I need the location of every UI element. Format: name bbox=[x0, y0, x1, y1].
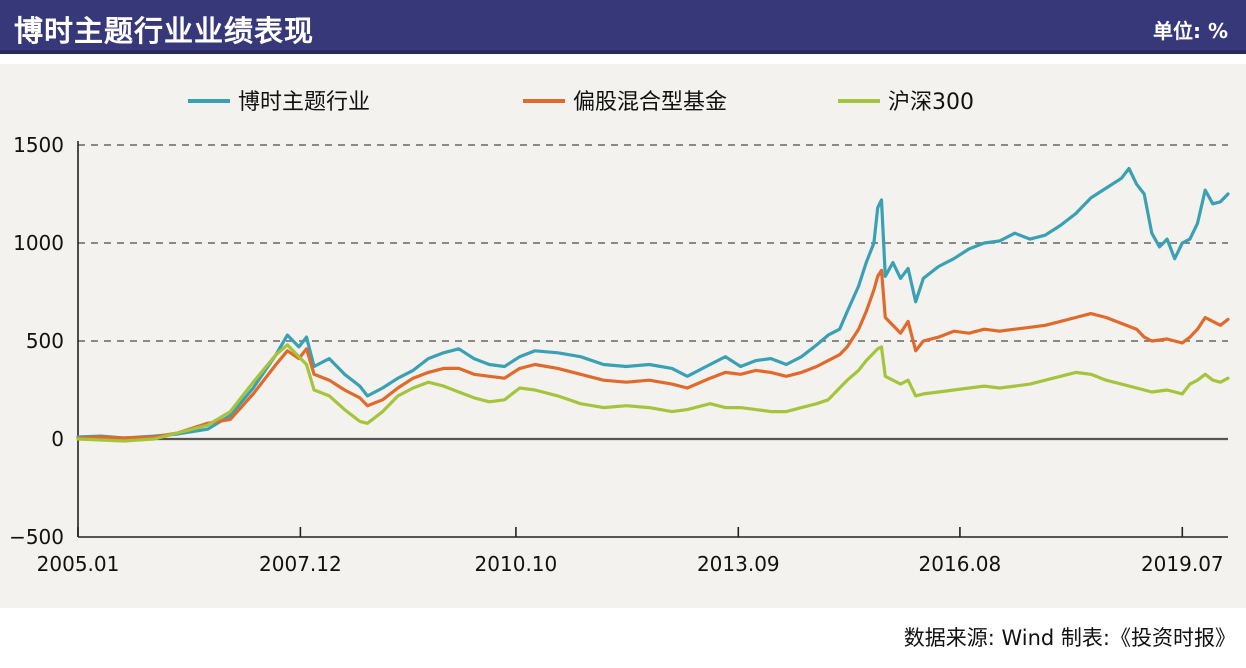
x-tick-label: 2019.07 bbox=[1141, 552, 1224, 576]
legend: 博时主题行业 偏股混合型基金 沪深300 bbox=[188, 90, 974, 115]
series-line-0 bbox=[76, 166, 1230, 440]
chart-header: 博时主题行业业绩表现 单位: % bbox=[0, 0, 1246, 54]
unit-label: 单位: % bbox=[1153, 19, 1228, 43]
x-tick-label: 2013.09 bbox=[697, 552, 780, 576]
line-chart: −500 0 500 1000 1500 2005.01 2007.12 2010.10 201… bbox=[9, 90, 1230, 576]
chart-panel bbox=[0, 64, 1246, 608]
legend-label-1: 偏股混合型基金 bbox=[573, 90, 727, 115]
y-tick-label: 0 bbox=[51, 427, 64, 451]
chart-title: 博时主题行业业绩表现 bbox=[14, 14, 315, 48]
axes: −500 0 500 1000 1500 2005.01 2007.12 2010.10 201… bbox=[9, 133, 1228, 576]
y-tick-label: 1000 bbox=[13, 231, 64, 255]
y-tick-label: 500 bbox=[26, 329, 64, 353]
legend-label-0: 博时主题行业 bbox=[238, 90, 370, 115]
x-tick-label: 2007.12 bbox=[259, 552, 342, 576]
grid-lines bbox=[78, 144, 1228, 441]
x-tick-label: 2010.10 bbox=[475, 552, 558, 576]
series-line-1 bbox=[76, 268, 1230, 440]
y-tick-label: −500 bbox=[9, 525, 64, 549]
legend-label-2: 沪深300 bbox=[888, 90, 974, 115]
series-lines bbox=[76, 166, 1230, 443]
x-tick-label: 2016.08 bbox=[919, 552, 1002, 576]
series-line-2 bbox=[76, 343, 1230, 443]
y-tick-label: 1500 bbox=[13, 133, 64, 157]
x-tick-label: 2005.01 bbox=[37, 552, 120, 576]
source-note: 数据来源: Wind 制表:《投资时报》 bbox=[903, 626, 1236, 650]
